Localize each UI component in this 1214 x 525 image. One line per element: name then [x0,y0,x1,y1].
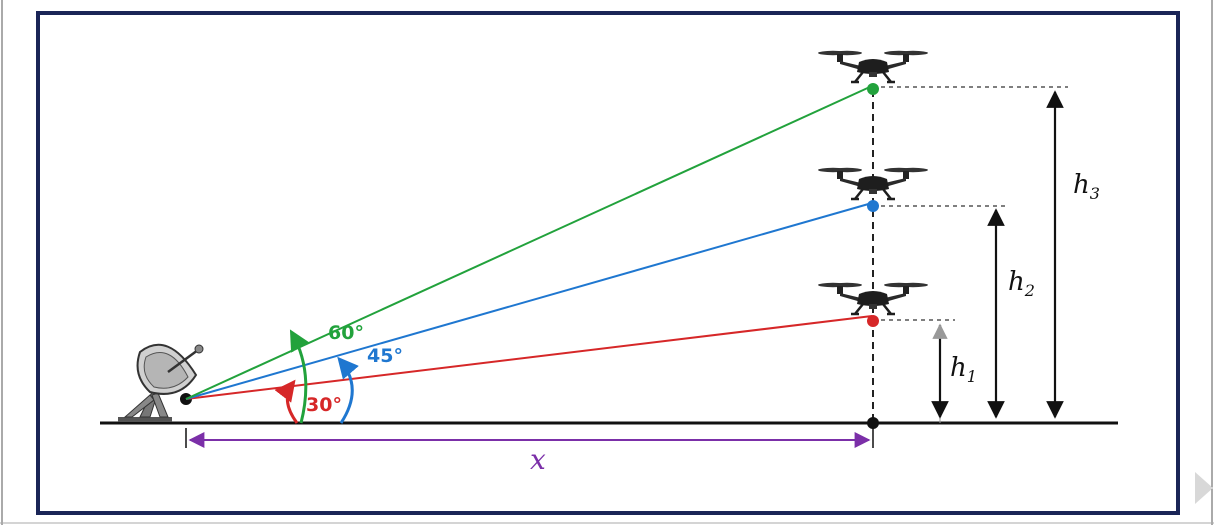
angle-label-60: 60° [328,322,364,344]
drone-point-high [867,83,879,95]
ground-point [867,417,879,429]
satellite-dish-icon [118,343,204,422]
h3-label: h3 [1073,170,1100,203]
angle-label-30: 30° [306,394,342,416]
sight-line-30 [185,315,873,400]
h2-label: h2 [1008,267,1035,300]
h1-label: h1 [950,353,977,386]
angle-arc-30 [274,379,299,424]
diagram-frame [36,11,1180,515]
sight-line-60 [185,85,873,400]
drone-point-mid [867,200,879,212]
sight-line-45 [185,202,873,400]
drone-icon [816,166,930,201]
next-arrow-icon[interactable] [1195,472,1213,504]
x-label: x [530,443,546,476]
angle-arc-60 [289,329,310,424]
drone-icon [816,49,930,84]
angle-arc-45 [337,356,359,424]
drone-point-low [867,315,879,327]
angle-label-45: 45° [367,345,403,367]
